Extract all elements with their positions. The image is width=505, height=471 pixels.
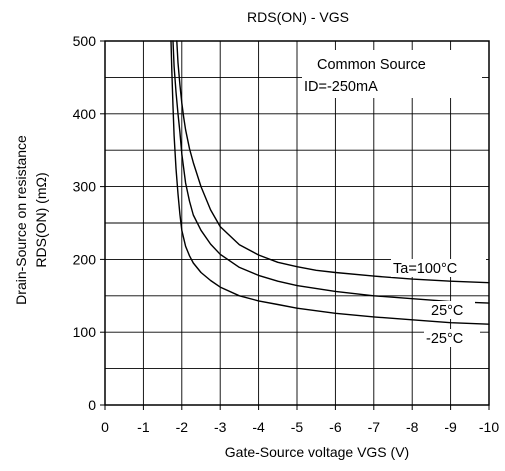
series-line-25c: [172, 40, 490, 304]
y-tick-label: 500: [73, 33, 97, 49]
x-tick-label: -8: [406, 419, 419, 435]
x-tick-label: -7: [368, 419, 381, 435]
x-tick-label: -5: [291, 419, 304, 435]
x-tick-label: -2: [176, 419, 189, 435]
series-line-100c: [176, 40, 490, 284]
x-tick-label: 0: [101, 419, 109, 435]
series-label-100c: Ta=100°C: [393, 261, 457, 277]
y-tick-label: 400: [73, 106, 97, 122]
x-tick-label: -9: [444, 419, 457, 435]
y-tick-labels: 0 100 200 300 400 500: [73, 33, 97, 413]
x-tick-label: -6: [329, 419, 342, 435]
series-lines: [170, 40, 490, 325]
chart-title: RDS(ON) - VGS: [247, 9, 349, 25]
x-axis-label: Gate-Source voltage VGS (V): [225, 444, 409, 460]
y-tick-label: 100: [73, 324, 97, 340]
x-tick-labels: 0 -1 -2 -3 -4 -5 -6 -7 -8 -9 -10: [101, 419, 499, 435]
y-tick-label: 300: [73, 179, 97, 195]
x-tick-label: -10: [479, 419, 499, 435]
y-tick-label: 200: [73, 251, 97, 267]
series-label-25c: 25°C: [431, 303, 463, 319]
y-tick-label: 0: [88, 397, 96, 413]
series-label-background-25c: [429, 301, 475, 319]
series-label-background-minus25c: [424, 329, 480, 347]
series-label-background-100c: [391, 259, 486, 277]
annotation-common-source: Common Source: [317, 57, 426, 73]
annotation-id-current: ID=-250mA: [304, 79, 378, 95]
y-axis-label-line1: Drain-Source on resistance: [13, 135, 29, 305]
x-tick-label: -1: [137, 419, 150, 435]
x-tick-label: -4: [252, 419, 265, 435]
tick-marks: [100, 40, 490, 410]
x-tick-label: -3: [214, 419, 227, 435]
annotation-background: [302, 50, 482, 98]
series-line-minus25c: [170, 40, 490, 325]
series-label-minus25c: -25°C: [426, 331, 463, 347]
y-axis-label-line2: RDS(ON) (mΩ): [33, 172, 49, 267]
